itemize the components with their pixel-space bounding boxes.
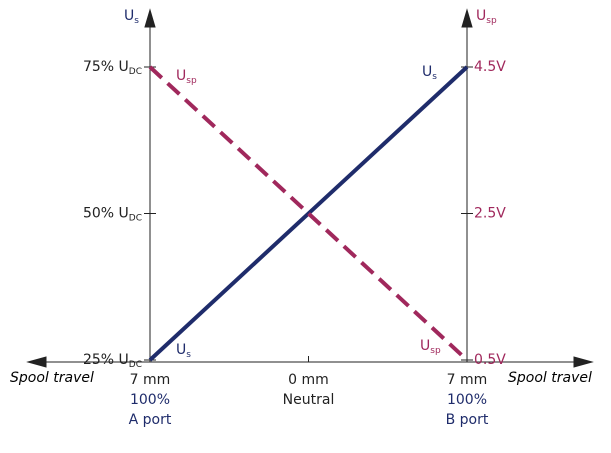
series-label: Us xyxy=(422,64,437,82)
y-tick-label-main: 25% U xyxy=(83,352,129,368)
y-tick-label-sub: DC xyxy=(129,213,142,223)
y2-arrow xyxy=(461,8,473,28)
x-tick-sublabel: Neutral xyxy=(283,392,335,408)
series-label-sub: sp xyxy=(186,76,197,86)
x-tick-label: 0 mm xyxy=(288,372,329,388)
y-arrow xyxy=(144,8,156,28)
y-tick-label-main: 75% U xyxy=(83,59,129,75)
y2-axis-title-main: U xyxy=(476,8,486,24)
y-axis-title: Us xyxy=(124,8,139,26)
x-axis-label: Spool travel xyxy=(508,370,592,386)
series-label-main: U xyxy=(176,68,186,84)
axes xyxy=(26,8,594,368)
series-label-main: U xyxy=(422,64,432,80)
x-tick-sublabel: B port xyxy=(446,412,489,428)
y2-axis-title-sub: sp xyxy=(486,16,497,26)
series-line xyxy=(148,65,469,362)
series-label: Us xyxy=(176,342,191,360)
x-tick-sublabel: 100% xyxy=(130,392,170,408)
x-arrow-left xyxy=(26,356,47,368)
series-label-sub: sp xyxy=(430,346,441,356)
x-tick-label: 7 mm xyxy=(447,372,488,388)
y2-axis-title: Usp xyxy=(476,8,497,26)
y-tick-label-sub: DC xyxy=(129,360,142,370)
x-tick-label: 7 mm xyxy=(130,372,171,388)
series-label-sub: s xyxy=(186,350,191,360)
y-tick-label: 50% UDC xyxy=(83,206,142,224)
y-tick-label-sub: DC xyxy=(129,67,142,77)
series-label: Usp xyxy=(176,68,197,86)
x-tick-sublabel: A port xyxy=(129,412,172,428)
series-label: Usp xyxy=(420,338,441,356)
y-tick-label-main: 50% U xyxy=(83,206,129,222)
y-tick-label: 25% UDC xyxy=(83,352,142,370)
y2-tick-label: 0.5V xyxy=(474,352,506,368)
y2-tick-label: 4.5V xyxy=(474,59,506,75)
series-label-main: U xyxy=(420,338,430,354)
y-axis-title-main: U xyxy=(124,8,134,24)
series-label-sub: s xyxy=(432,72,437,82)
series-label-main: U xyxy=(176,342,186,358)
x-tick-sublabel: 100% xyxy=(447,392,487,408)
y2-tick-label: 2.5V xyxy=(474,206,506,222)
y-tick-label: 75% UDC xyxy=(83,59,142,77)
y-axis-title-sub: s xyxy=(134,16,139,26)
x-arrow-right xyxy=(573,356,594,368)
x-axis-label: Spool travel xyxy=(10,370,94,386)
